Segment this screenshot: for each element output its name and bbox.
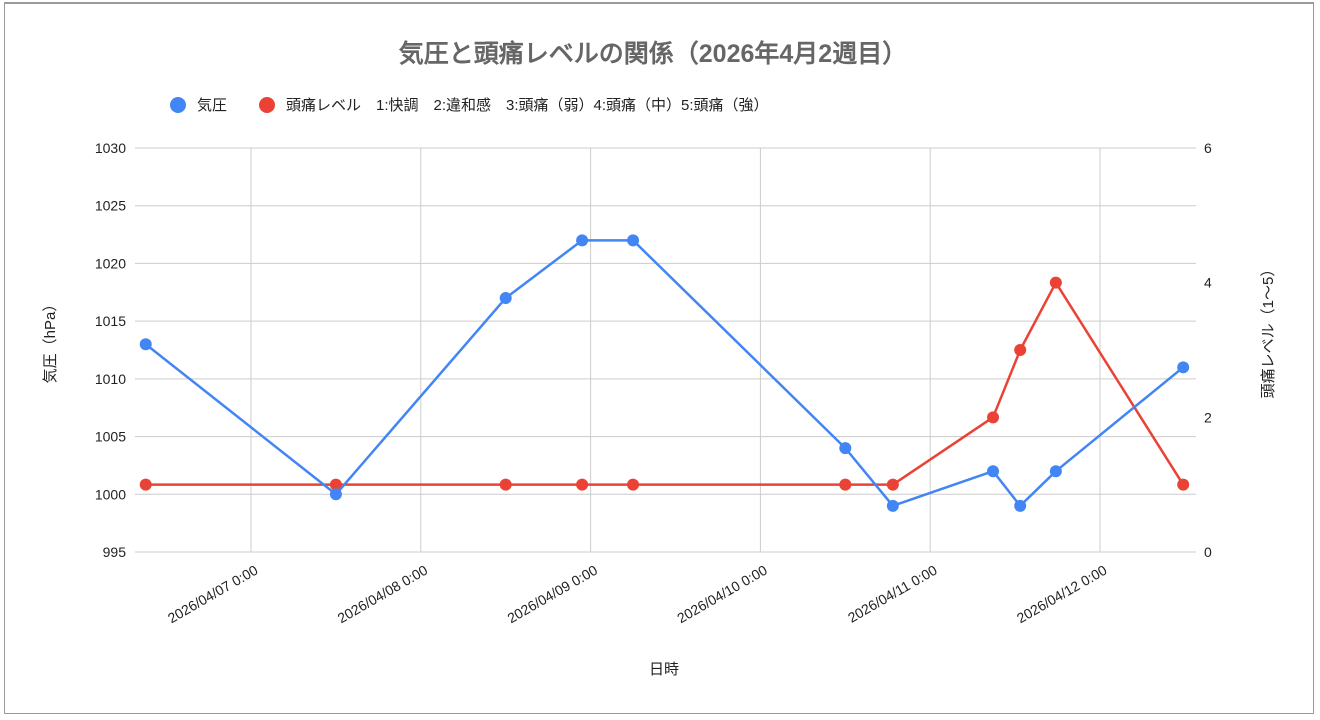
data-point[interactable] bbox=[987, 411, 1000, 424]
data-point[interactable] bbox=[886, 499, 899, 512]
data-point[interactable] bbox=[1177, 361, 1190, 374]
legend-item-headache[interactable]: 頭痛レベル 1:快調 2:違和感 3:頭痛（弱）4:頭痛（中）5:頭痛（強） bbox=[259, 97, 769, 114]
data-point[interactable] bbox=[839, 442, 852, 455]
right-tick-label: 0 bbox=[1204, 544, 1212, 560]
left-tick-label: 1020 bbox=[95, 255, 126, 271]
left-tick-label: 1025 bbox=[95, 198, 126, 214]
x-tick-label: 2026/04/08 0:00 bbox=[335, 562, 431, 627]
left-tick-label: 1030 bbox=[95, 140, 126, 156]
right-tick-label: 6 bbox=[1204, 140, 1212, 156]
right-axis-title: 頭痛レベル（1〜5） bbox=[1260, 262, 1277, 399]
data-point[interactable] bbox=[499, 292, 512, 305]
x-tick-label: 2026/04/10 0:00 bbox=[674, 562, 770, 627]
spreadsheet-cells-below bbox=[0, 714, 1320, 720]
left-tick-label: 995 bbox=[103, 544, 127, 560]
left-axis-title: 気圧（hPa） bbox=[42, 297, 59, 384]
legend: 気圧 頭痛レベル 1:快調 2:違和感 3:頭痛（弱）4:頭痛（中）5:頭痛（強… bbox=[170, 97, 769, 114]
legend-label-pressure: 気圧 bbox=[197, 97, 227, 114]
series-headache-line[interactable] bbox=[139, 276, 1190, 491]
data-point[interactable] bbox=[987, 465, 1000, 478]
x-axis-ticks: 2026/04/07 0:00 2026/04/08 0:00 2026/04/09… bbox=[165, 562, 1110, 627]
legend-marker-pressure-icon bbox=[170, 97, 186, 113]
left-tick-label: 1015 bbox=[95, 313, 126, 329]
data-point[interactable] bbox=[329, 488, 342, 501]
data-point[interactable] bbox=[886, 478, 899, 491]
legend-marker-headache-icon bbox=[259, 97, 275, 113]
x-tick-label: 2026/04/12 0:00 bbox=[1014, 562, 1110, 627]
left-tick-label: 1010 bbox=[95, 371, 126, 387]
series-pressure-line[interactable] bbox=[139, 234, 1190, 512]
series-line bbox=[145, 281, 1185, 486]
data-point[interactable] bbox=[1177, 478, 1190, 491]
right-tick-label: 2 bbox=[1204, 409, 1212, 425]
data-point[interactable] bbox=[627, 234, 640, 247]
x-tick-label: 2026/04/09 0:00 bbox=[504, 562, 600, 627]
data-point[interactable] bbox=[1014, 344, 1027, 356]
legend-item-pressure[interactable]: 気圧 bbox=[170, 97, 227, 114]
left-tick-label: 1005 bbox=[95, 429, 126, 445]
data-point[interactable] bbox=[576, 478, 589, 491]
data-point[interactable] bbox=[499, 478, 512, 491]
right-tick-label: 4 bbox=[1204, 275, 1212, 291]
data-point[interactable] bbox=[139, 338, 152, 351]
x-tick-label: 2026/04/07 0:00 bbox=[165, 562, 261, 627]
legend-label-headache: 頭痛レベル 1:快調 2:違和感 3:頭痛（弱）4:頭痛（中）5:頭痛（強） bbox=[286, 97, 769, 114]
series-line bbox=[144, 239, 1184, 508]
gridlines bbox=[135, 147, 1196, 553]
left-tick-label: 1000 bbox=[95, 486, 126, 502]
x-tick-label: 2026/04/11 0:00 bbox=[845, 562, 940, 626]
right-axis-ticks: 0 2 4 6 bbox=[1204, 140, 1212, 560]
left-axis-ticks: 995 1000 1005 1010 1015 1020 1025 1030 bbox=[95, 140, 126, 560]
data-point[interactable] bbox=[1049, 276, 1062, 289]
data-point[interactable] bbox=[839, 478, 852, 491]
data-point[interactable] bbox=[139, 478, 152, 491]
data-point[interactable] bbox=[576, 234, 589, 247]
data-point[interactable] bbox=[329, 478, 342, 491]
chart-title: 気圧と頭痛レベルの関係（2026年4月2週目） bbox=[399, 39, 907, 68]
data-point[interactable] bbox=[1049, 465, 1062, 478]
data-point[interactable] bbox=[1014, 499, 1027, 512]
chart-container[interactable] bbox=[4, 2, 1314, 714]
x-axis-title: 日時 bbox=[649, 661, 679, 678]
data-point[interactable] bbox=[627, 478, 640, 491]
